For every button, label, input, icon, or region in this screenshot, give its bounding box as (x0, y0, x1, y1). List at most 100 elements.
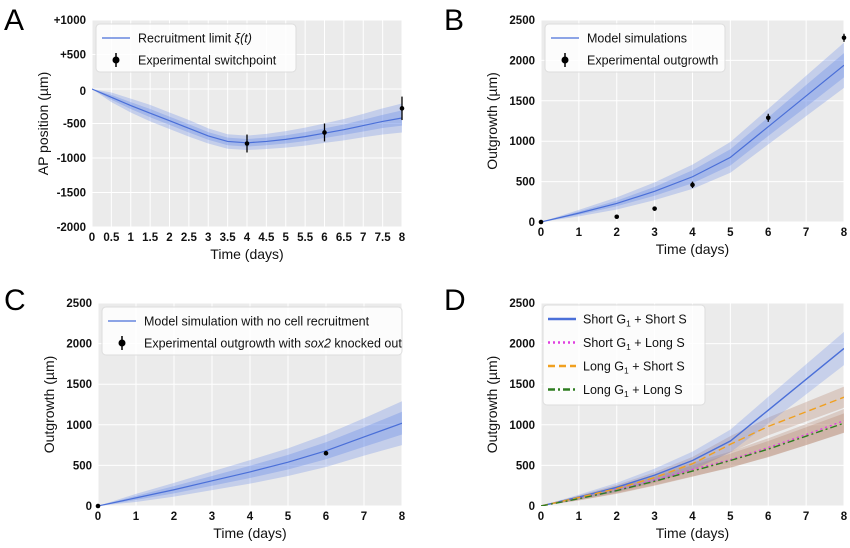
y-tick-label: -2000 (57, 222, 86, 234)
data-point (690, 182, 695, 188)
y-tick-label: 500 (516, 177, 535, 189)
y-tick-label: 2500 (509, 298, 535, 310)
x-tick-label: 3 (209, 511, 215, 523)
x-tick-label: 4 (247, 511, 254, 523)
y-tick-label: 0 (529, 501, 535, 513)
panel-letter: C (4, 284, 26, 317)
legend-label: Long G1 + Short S (583, 360, 685, 376)
x-tick-label: 0 (538, 227, 544, 239)
legend-label-part: + Short S (631, 313, 687, 327)
legend-label-subscript: 1 (626, 319, 631, 329)
x-tick-label: 1 (576, 511, 583, 523)
x-tick-label: 8 (841, 227, 848, 239)
legend-label-part: Long G (583, 360, 624, 374)
panel-letter: A (4, 4, 24, 37)
legend-label-part: Experimental switchpoint (138, 54, 277, 68)
panel-d: 0 1 2 3 4 5 6 7 8 0 500 1000 1500 2000 2500 Time (days)… (444, 284, 848, 541)
y-tick-label: +1000 (54, 15, 86, 27)
data-point (323, 450, 329, 456)
x-tick-label: 7 (803, 511, 809, 523)
y-tick-label: 0 (80, 86, 86, 98)
y-tick-label: 1500 (509, 379, 535, 391)
x-tick-label: 0 (538, 511, 544, 523)
legend: Recruitment limit ξ(t) Experimental switc… (95, 23, 297, 73)
legend-label-part: Model simulations (587, 32, 687, 46)
legend-label: Model simulation with no cell recruitmen… (144, 315, 370, 329)
data-point (538, 219, 544, 225)
panel-letter: B (444, 4, 464, 37)
x-tick-label: 7 (361, 511, 367, 523)
data-layer (98, 401, 402, 506)
y-tick-label: 2500 (509, 15, 535, 27)
legend-label-italic: sox2 (305, 337, 331, 351)
legend-box (544, 23, 726, 73)
x-tick-label: 4.5 (258, 232, 275, 244)
x-tick-label: 2 (614, 511, 620, 523)
x-tick-label: 3.5 (220, 232, 237, 244)
legend-box (542, 304, 706, 406)
x-tick-label: 7 (803, 227, 809, 239)
y-tick-label: -500 (63, 119, 86, 131)
y-tick-label: 2000 (66, 339, 92, 351)
series-line (541, 422, 844, 506)
x-tick-label: 6 (765, 511, 771, 523)
legend-label: Short G1 + Long S (583, 336, 685, 352)
band-outer (98, 401, 402, 506)
legend-label: Long G1 + Long S (583, 383, 683, 399)
y-tick-label: -1000 (57, 153, 86, 165)
y-tick-label: 2000 (509, 339, 535, 351)
simulation-line (98, 422, 402, 506)
legend-label: Short G1 + Short S (583, 313, 687, 329)
data-point (614, 214, 620, 220)
data-point (765, 115, 771, 121)
legend-label-part: + Short S (629, 360, 685, 374)
y-axis-label: Outgrowth (µm) (484, 72, 500, 170)
data-layer (541, 331, 844, 506)
x-tick-label: 2 (166, 232, 172, 244)
series-line (541, 396, 844, 506)
legend-label: Experimental switchpoint (138, 54, 277, 68)
panel-a: 0 0.5 1 1.5 2 2.5 3 3.5 4 4.5 5 5.5 6 6.5 7 7.5 8 +1000 +5… (4, 4, 406, 262)
x-tick-label: 0 (89, 232, 95, 244)
y-tick-label: 1000 (66, 420, 92, 432)
x-axis-label: Time (days) (210, 246, 283, 262)
data-point (244, 141, 250, 146)
panel-letter: D (444, 284, 466, 317)
y-axis-label: Outgrowth (µm) (41, 356, 57, 454)
series-line (541, 347, 844, 506)
x-tick-label: 4 (689, 227, 696, 239)
y-tick-label: 1000 (509, 136, 535, 148)
y-tick-label: +500 (60, 50, 86, 62)
x-tick-label: 8 (399, 511, 406, 523)
legend-label-math: ξ(t) (231, 32, 252, 46)
legend-label-part: Long G (583, 383, 624, 397)
x-tick-label: 7.5 (375, 232, 392, 244)
x-tick-label: 1 (576, 227, 583, 239)
legend-point-swatch (561, 56, 569, 64)
legend-box (101, 306, 403, 356)
x-tick-label: 5 (285, 511, 292, 523)
legend-point-swatch (112, 56, 120, 64)
legend-label-part: + Long S (629, 383, 683, 397)
x-tick-label: 8 (399, 232, 406, 244)
legend-label-part: + Long S (631, 336, 685, 350)
legend-label-part: Experimental outgrowth with (144, 337, 305, 351)
legend-label-subscript: 1 (624, 389, 629, 399)
legend-label-part: Short G (583, 313, 626, 327)
y-tick-label: -1500 (57, 188, 86, 200)
x-tick-label: 6 (321, 232, 327, 244)
legend-point-swatch (118, 339, 126, 347)
x-tick-label: 5.5 (297, 232, 314, 244)
x-tick-label: 3 (651, 227, 657, 239)
legend: Model simulation with no cell recruitmen… (101, 306, 403, 356)
panel-c: 0 1 2 3 4 5 6 7 8 0 500 1000 1500 2000 2500 Time (days)… (4, 284, 406, 541)
x-tick-label: 3 (651, 511, 657, 523)
legend-label: Experimental outgrowth (587, 54, 718, 68)
panel-b: 0 1 2 3 4 5 6 7 8 0 500 1000 1500 2000 2500 Time (days)… (444, 4, 848, 257)
y-tick-label: 2000 (509, 55, 535, 67)
y-tick-label: 2500 (66, 298, 92, 310)
legend-box (95, 23, 297, 73)
x-tick-label: 4 (244, 232, 251, 244)
